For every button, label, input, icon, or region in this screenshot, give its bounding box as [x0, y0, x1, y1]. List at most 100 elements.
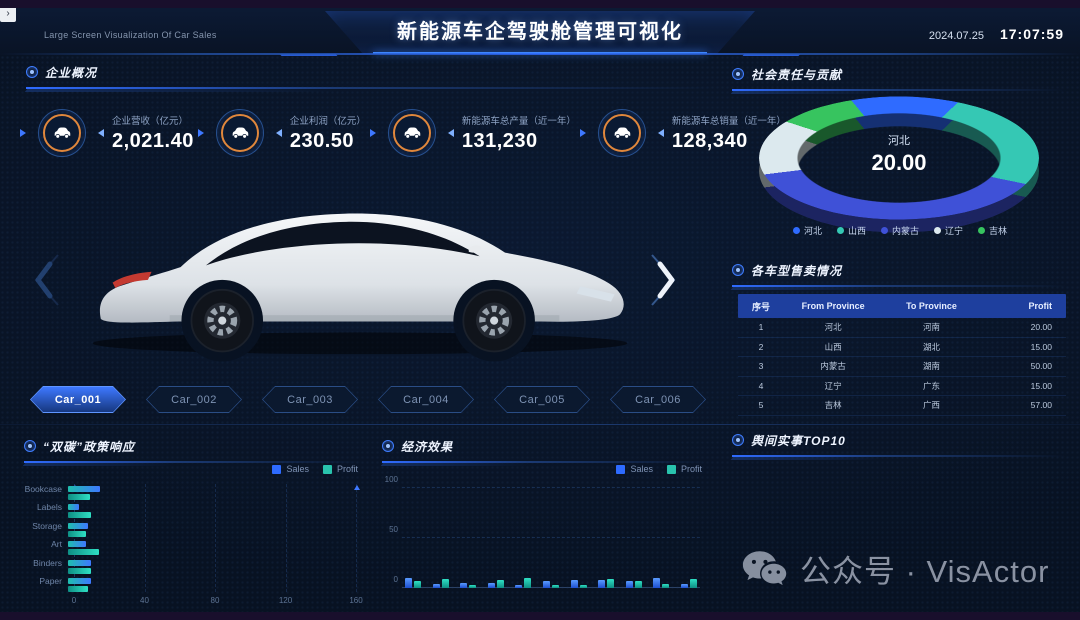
car-icon [220, 114, 259, 152]
category-label: Storage [32, 520, 62, 531]
section-title: 舆间实事TOP10 [751, 433, 846, 448]
bar-group: Binders [22, 557, 356, 574]
kpi-card: 新能源车总产量（近一年） 131,230 [366, 94, 576, 172]
table-cell: 内蒙古 [820, 361, 846, 372]
sales-bar [68, 522, 88, 529]
car-icon [392, 114, 431, 152]
header-bar: › Large Screen Visualization Of Car Sale… [0, 6, 1080, 56]
car-icon [602, 114, 641, 152]
section-enterprise-overview: 企业概况 [26, 62, 714, 89]
sidebar-toggle-button[interactable]: › [0, 6, 16, 22]
chart-legend-item[interactable]: Sales [272, 464, 309, 474]
table-cell: 2 [758, 341, 764, 352]
gridline [215, 484, 216, 592]
section-bullet-icon [732, 434, 744, 446]
chart-legend-item[interactable]: Sales [616, 464, 653, 474]
kpi-left-arrow-icon [197, 129, 208, 137]
sales-bar [487, 583, 495, 588]
title-underline [373, 52, 707, 54]
donut-legend-item[interactable]: 河北 [792, 224, 822, 237]
bar-group [653, 578, 670, 588]
category-label: Binders [33, 557, 62, 568]
donut-legend-item[interactable]: 内蒙古 [880, 224, 919, 237]
kpi-value: 128,340 [671, 130, 748, 152]
table-cell: 广东 [922, 380, 940, 391]
kpi-text: 企业利润（亿元） 230.50 [290, 113, 366, 153]
horizontal-divider [0, 424, 1080, 425]
header-title-panel: 新能源车企驾驶舱管理可视化 [272, 11, 808, 56]
donut-legend-item[interactable]: 山西 [836, 224, 866, 237]
carousel-next-icon[interactable] [648, 252, 682, 308]
axis-tick-label: 80 [210, 596, 220, 605]
datetime: 2024.07.25 17:07:59 [929, 26, 1064, 42]
bar-group: Storage [22, 520, 356, 537]
section-bullet-icon [382, 440, 394, 452]
axis-tick-label: 160 [349, 596, 363, 605]
carousel-prev-icon[interactable] [28, 252, 62, 308]
legend-label: 河北 [803, 226, 822, 236]
legend-label: Profit [336, 464, 358, 474]
chart-legend-item[interactable]: Profit [666, 464, 702, 474]
watermark: 公众号 · VisActor [742, 546, 1072, 591]
section-underline [26, 87, 714, 89]
sales-bar [598, 580, 606, 588]
car-tab[interactable]: Car_005 [494, 386, 590, 413]
legend-swatch-icon [272, 464, 282, 474]
section-underline [732, 285, 1066, 287]
table-row: 3 内蒙古 湖南 50.00 [738, 357, 1066, 377]
car-tab[interactable]: Car_001 [30, 386, 126, 413]
car-tab[interactable]: Car_004 [378, 386, 474, 413]
sales-bar [653, 578, 661, 588]
kpi-card: 新能源车总销量（近一年） 128,340 [576, 94, 786, 172]
legend-dot-icon [934, 227, 941, 234]
kpi-text: 新能源车总产量（近一年） 131,230 [462, 113, 576, 153]
bar-group: Labels [460, 583, 477, 588]
section-news-top10: 舆间实事TOP10 [732, 430, 1066, 457]
page-title: 新能源车企驾驶舱管理可视化 [397, 21, 683, 43]
car-tab[interactable]: Car_002 [146, 386, 242, 413]
car-tab-label: Car_002 [171, 393, 217, 406]
car-tab-inner: Car_003 [263, 387, 357, 412]
bar-pair [68, 522, 356, 537]
car-tab[interactable]: Car_003 [262, 386, 358, 413]
section-title: 经济效果 [401, 439, 454, 454]
legend-dot-icon [792, 227, 800, 234]
table-cell: 15.00 [1030, 380, 1052, 391]
section-sales-table: 各车型售卖情况 [732, 260, 1066, 287]
category-label: Art [51, 539, 62, 550]
axis-tick-label: 100 [384, 475, 398, 484]
kpi-left-arrow-icon [369, 129, 380, 137]
donut-legend-item[interactable]: 吉林 [978, 224, 1007, 237]
section-title: “双碳”政策响应 [43, 439, 136, 454]
table-cell: 20.00 [1030, 322, 1052, 333]
table-cell: 河南 [922, 322, 940, 333]
legend-dot-icon [978, 227, 986, 234]
kpi-icon-ring [597, 109, 646, 157]
dual-carbon-chart: Bookcase Labels Storage Art Binders Paper 0 40… [22, 484, 363, 608]
car-tab-label: Car_003 [287, 393, 333, 406]
car-tabs: Car_001 Car_002 Car_003 Car_004 Car_005 Car_0… [30, 386, 706, 413]
profit-bar [662, 584, 670, 588]
table-header-cell: 序号 [751, 301, 770, 312]
section-bullet-icon [24, 440, 36, 452]
profit-bar [68, 494, 90, 500]
table-cell: 3 [758, 361, 764, 372]
chart-legend-item[interactable]: Profit [322, 464, 358, 474]
table-cell: 15.00 [1030, 341, 1052, 352]
profit-bar [414, 581, 421, 588]
profit-bar [607, 579, 615, 588]
kpi-icon-ring [38, 109, 86, 157]
profit-bar [524, 578, 532, 588]
table-cell: 辽宁 [824, 380, 842, 391]
donut-legend-item[interactable]: 辽宁 [934, 224, 963, 237]
profit-bar [68, 530, 86, 537]
car-icon [43, 114, 81, 152]
kpi-right-arrow-icon [94, 129, 104, 137]
section-underline [24, 461, 362, 463]
bar-pair [68, 504, 356, 519]
bar-group: Storage [515, 578, 532, 588]
car-tab[interactable]: Car_006 [610, 386, 706, 413]
sales-bar [515, 585, 523, 588]
kpi-text: 企业营收（亿元） 2,021.40 [112, 113, 194, 153]
bar-group: Tablos [487, 580, 504, 588]
